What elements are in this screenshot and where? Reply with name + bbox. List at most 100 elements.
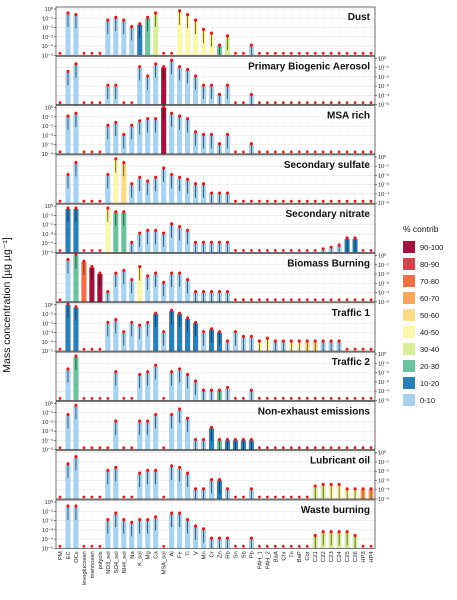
point-Fe — [178, 9, 182, 13]
point-NO3_sol — [106, 397, 110, 400]
point-C21 — [313, 533, 317, 537]
bar-Fe — [177, 409, 183, 450]
point-C22 — [321, 247, 325, 251]
point-PAH_2 — [265, 249, 269, 252]
x-tick-label-NH4_sol: NH4_sol — [122, 551, 128, 573]
point-K_sol — [138, 471, 142, 475]
point-MSA_sol — [162, 51, 166, 55]
point-EC — [66, 257, 70, 262]
point-Zn — [217, 290, 222, 294]
point-Pb — [249, 298, 253, 302]
point-Cr — [209, 327, 214, 331]
x-tick-label-C21: C21 — [313, 551, 319, 562]
point-HP4 — [369, 101, 373, 104]
x-tick-label-mannosan: mannosan — [90, 551, 96, 578]
point-levoglucosan — [82, 544, 86, 548]
legend-swatch-30-40 — [403, 343, 415, 355]
point-C24 — [337, 150, 341, 154]
legend-swatch-10-20 — [403, 377, 415, 389]
panel-title: Traffic 1 — [332, 308, 371, 319]
point-V — [193, 240, 198, 244]
y-tick-label: 10⁻³ — [42, 133, 53, 139]
y-tick-label: 10⁻² — [378, 371, 389, 377]
point-NO3_sol — [106, 290, 110, 294]
bar-Mg — [145, 421, 151, 450]
point-C26 — [353, 236, 357, 240]
panel-title: Primary Biogenic Aerosol — [248, 61, 370, 72]
point-Ca — [154, 11, 158, 15]
point-PAH_1 — [257, 199, 261, 203]
legend-swatch-20-30 — [403, 360, 415, 372]
y-tick-label: 10⁻¹ — [42, 213, 53, 219]
x-tick-label-Chr: Chr — [281, 551, 287, 560]
point-MSA_sol — [162, 330, 166, 334]
x-tick-label-levoglucosan: levoglucosan — [82, 551, 88, 585]
point-Mg — [146, 468, 150, 472]
legend-label-0-10: 0-10 — [420, 396, 435, 405]
point-Ti — [185, 228, 190, 232]
x-tick-label-NO3_sol: NO3_sol — [106, 551, 112, 574]
point-V — [193, 437, 198, 442]
x-tick-label-Tri: Tri — [289, 551, 295, 558]
point-BaP — [297, 101, 301, 104]
point-PAH_2 — [265, 495, 269, 499]
point-Ti — [185, 316, 190, 320]
y-tick-label: 10⁰ — [45, 499, 54, 506]
point-polyols — [98, 101, 102, 104]
panel-8: 10⁻⁵ 10⁻⁴ 10⁻³ 10⁻² 10⁻¹ 10⁰ Non-exhaust emiss… — [42, 400, 376, 454]
point-Sn — [234, 397, 237, 400]
point-NO3_sol — [106, 206, 110, 210]
point-HP4 — [369, 51, 373, 55]
point-PM — [58, 446, 62, 450]
point-mannosan — [90, 51, 94, 55]
point-PAH_2 — [265, 446, 269, 450]
point-C25 — [345, 51, 349, 55]
panel-title: Secondary sulfate — [284, 160, 371, 171]
point-BaP — [297, 544, 301, 548]
bar-Fe — [177, 67, 183, 105]
point-OCx — [74, 12, 78, 17]
point-Chr — [281, 446, 285, 450]
point-Tri — [289, 51, 293, 55]
y-tick-label: 10⁻⁴ — [378, 388, 390, 395]
point-PAH_2 — [265, 101, 269, 104]
point-Ti — [185, 67, 190, 72]
point-C22 — [321, 51, 325, 55]
point-PAH_2 — [265, 397, 269, 400]
y-tick-label: 10⁰ — [378, 351, 387, 358]
point-C23 — [329, 245, 333, 249]
bar-levoglucosan — [81, 261, 87, 302]
y-tick-label: 10⁻³ — [378, 281, 389, 287]
bar-mannosan — [89, 267, 95, 302]
point-PAH_1 — [257, 101, 261, 104]
point-Zn — [217, 477, 222, 482]
x-tick-label-HP3: HP3 — [361, 551, 367, 562]
bar-Al — [169, 372, 175, 401]
point-HP4 — [369, 446, 373, 450]
point-Rb — [225, 487, 230, 491]
y-tick-label: 10⁻⁴ — [42, 437, 54, 444]
point-C22 — [321, 446, 325, 450]
point-levoglucosan — [82, 101, 86, 104]
point-Cr — [209, 83, 214, 87]
bar-Mg — [145, 471, 151, 499]
point-Cr — [209, 388, 214, 392]
point-Al — [170, 58, 174, 62]
panel-3: 10⁻⁵ 10⁻⁴ 10⁻³ 10⁻² 10⁻¹ 10⁰ Secondary sulfate — [55, 154, 390, 207]
point-C21 — [313, 339, 317, 343]
y-tick-label: 10⁻³ — [378, 478, 389, 484]
y-tick-label: 10⁻⁵ — [378, 397, 389, 404]
point-HP4 — [369, 544, 373, 548]
point-BaA — [273, 495, 277, 499]
point-Fe — [178, 465, 182, 470]
y-tick-label: 10⁻¹ — [42, 16, 53, 22]
point-Ca — [154, 363, 158, 367]
point-SO4_sol — [114, 511, 118, 515]
point-Chr — [281, 544, 285, 548]
x-tick-label-Sb: Sb — [241, 551, 247, 558]
point-Pb — [249, 388, 253, 392]
legend: % contrib 90-100 80-90 70-80 60-70 50-60 40-5… — [403, 224, 443, 406]
point-Tri — [289, 397, 293, 400]
point-Mn — [201, 290, 206, 294]
bar-K_sol — [137, 520, 143, 549]
